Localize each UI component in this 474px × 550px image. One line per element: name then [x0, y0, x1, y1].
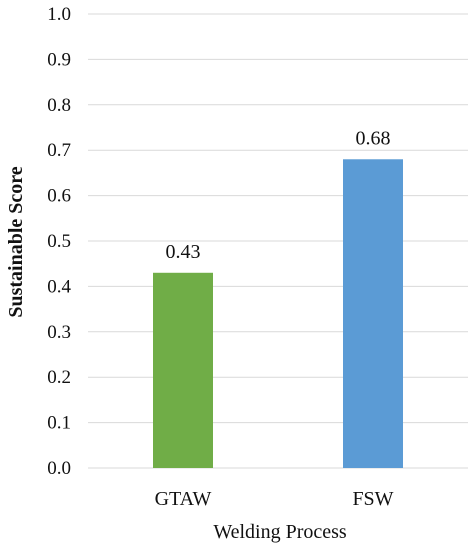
- y-tick-label: 1.0: [47, 4, 71, 25]
- y-tick-label: 0.8: [47, 95, 71, 116]
- y-tick-label: 0.5: [47, 231, 71, 252]
- y-tick-label: 0.2: [47, 367, 71, 388]
- bar-fsw: [343, 159, 403, 468]
- data-label-fsw: 0.68: [356, 127, 391, 149]
- gridlines: [88, 13, 468, 469]
- data-label-gtaw: 0.43: [166, 241, 201, 263]
- bars: [153, 159, 403, 468]
- y-axis-title: Sustainable Score: [5, 166, 27, 317]
- y-tick-label: 0.1: [47, 413, 71, 434]
- y-axis-ticks: 0.0 0.1 0.2 0.3 0.4 0.5 0.6 0.7 0.8 0.9 1.0: [47, 4, 71, 479]
- y-tick-label: 0.4: [47, 276, 71, 297]
- y-tick-label: 0.7: [47, 140, 71, 161]
- y-tick-label: 0.9: [47, 49, 71, 70]
- data-labels: 0.43 0.68: [166, 127, 391, 263]
- x-tick-label-gtaw: GTAW: [155, 488, 212, 510]
- y-tick-label: 0.0: [47, 458, 71, 479]
- y-tick-label: 0.6: [47, 186, 71, 207]
- y-tick-label: 0.3: [47, 322, 71, 343]
- bar-gtaw: [153, 272, 213, 468]
- x-tick-label-fsw: FSW: [352, 488, 393, 510]
- x-axis-ticks: GTAW FSW: [155, 488, 394, 510]
- x-axis-title: Welding Process: [213, 521, 347, 543]
